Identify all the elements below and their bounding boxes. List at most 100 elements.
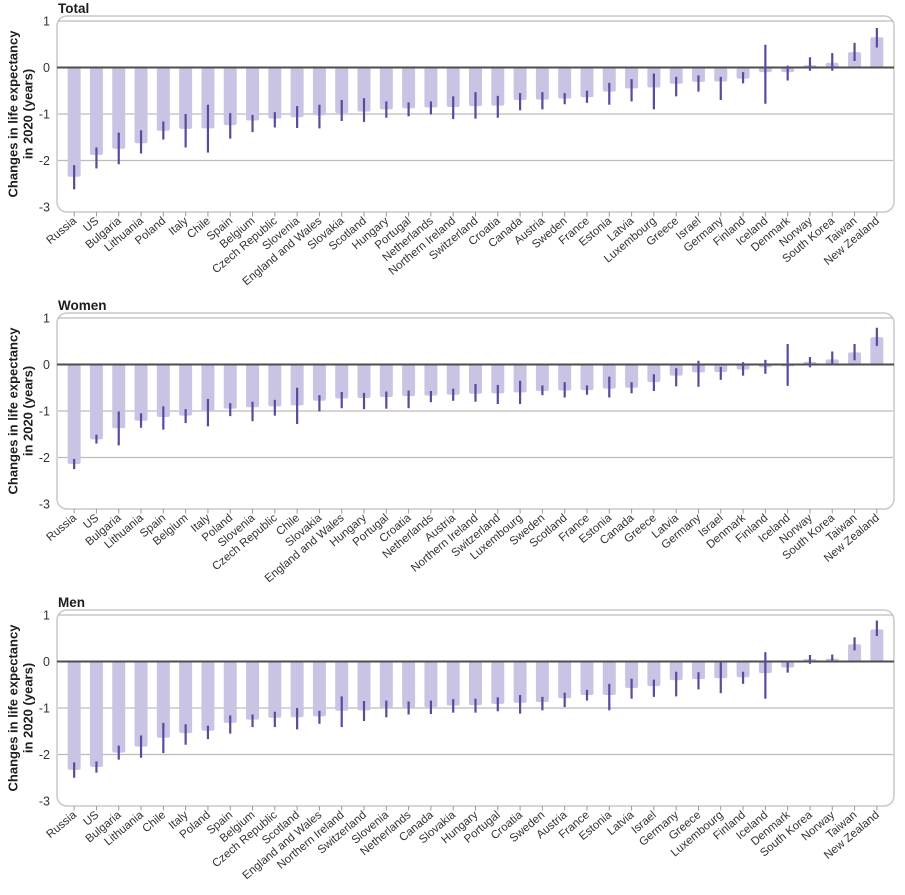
- bar-Lithuania: [134, 661, 148, 747]
- bar-Russia: [67, 67, 81, 177]
- x-label-Chile: Chile: [140, 809, 168, 835]
- bar-Sweden: [535, 661, 549, 702]
- chart-section-men: Men Changes in life expectancy in 2020 (…: [0, 594, 905, 891]
- bar-Scotland: [558, 364, 572, 391]
- bar-Slovakia: [446, 661, 460, 706]
- y-tick-label: -3: [39, 795, 50, 809]
- bar-Northern Ireland: [335, 661, 349, 711]
- y-tick-label: -2: [39, 154, 50, 168]
- chart-title-total: Total: [58, 1, 90, 16]
- y-axis-label-line1: Changes in life expectancy: [5, 327, 21, 495]
- y-tick-label: 1: [43, 15, 50, 29]
- bar-Spain: [223, 661, 237, 723]
- bar-Italy: [201, 364, 215, 411]
- x-label-Russia: Russia: [44, 215, 79, 247]
- bar-Belgium: [179, 364, 193, 416]
- bar-Netherlands: [402, 661, 416, 708]
- bar-Israel: [647, 661, 661, 687]
- bar-Latvia: [625, 67, 639, 89]
- bar-Germany: [669, 661, 683, 681]
- bar-Spain: [223, 67, 237, 126]
- bar-Lithuania: [134, 364, 148, 421]
- bar-Croatia: [513, 661, 527, 703]
- bar-Spain: [156, 364, 170, 418]
- y-axis-label-line1: Changes in life expectancy: [5, 30, 21, 198]
- bar-Slovenia: [246, 364, 260, 408]
- bar-Poland: [156, 67, 170, 131]
- bar-Hungary: [469, 661, 482, 706]
- bar-Canada: [424, 661, 438, 708]
- bar-Russia: [67, 364, 81, 465]
- y-tick-label: -2: [39, 748, 50, 762]
- bar-Scotland: [357, 67, 371, 112]
- bar-US: [89, 661, 103, 768]
- bar-Finland: [736, 661, 750, 678]
- bar-Belgium: [246, 67, 260, 121]
- y-axis-label-women: Changes in life expectancy in 2020 (year…: [0, 313, 42, 509]
- bar-Germany: [714, 67, 728, 82]
- y-tick-label: 1: [43, 609, 50, 623]
- bar-Switzerland: [469, 67, 482, 107]
- bar-England and Wales: [335, 364, 349, 399]
- bar-Czech Republic: [268, 661, 282, 718]
- bar-Greece: [669, 67, 683, 84]
- bar-Israel: [691, 67, 705, 82]
- bar-England and Wales: [312, 661, 326, 717]
- y-tick-label: -1: [39, 108, 50, 122]
- bar-England and Wales: [312, 67, 326, 116]
- chart-section-women: Women Changes in life expectancy in 2020…: [0, 297, 905, 594]
- x-label-Russia: Russia: [44, 809, 79, 841]
- bar-Czech Republic: [268, 364, 282, 407]
- y-axis-label-line2: in 2020 (years): [21, 365, 36, 457]
- y-axis-label-line2: in 2020 (years): [21, 68, 36, 160]
- bar-Scotland: [290, 661, 304, 718]
- y-axis-label-line2: in 2020 (years): [21, 662, 36, 754]
- bar-Portugal: [379, 364, 393, 398]
- bar-Northern Ireland: [469, 364, 482, 394]
- bar-France: [580, 364, 594, 391]
- y-tick-label: -1: [39, 405, 50, 419]
- bar-Hungary: [379, 67, 393, 110]
- bar-Taiwan: [848, 644, 862, 662]
- bar-Portugal: [491, 661, 505, 704]
- bar-New Zealand: [870, 629, 884, 662]
- y-axis-label-text: Changes in life expectancy in 2020 (year…: [6, 31, 37, 198]
- bar-Northern Ireland: [446, 67, 460, 108]
- bar-Estonia: [602, 67, 616, 92]
- bar-Czech Republic: [268, 67, 282, 119]
- chart-title-men: Men: [58, 595, 85, 610]
- bar-Canada: [513, 67, 527, 101]
- bar-Chile: [201, 67, 215, 129]
- y-axis-label-men: Changes in life expectancy in 2020 (year…: [0, 610, 42, 806]
- bar-Croatia: [491, 67, 505, 106]
- bar-Netherlands: [424, 67, 438, 108]
- bar-Hungary: [357, 364, 371, 398]
- bar-Switzerland: [491, 364, 505, 394]
- y-tick-label: -2: [39, 451, 50, 465]
- bar-Bulgaria: [112, 364, 126, 429]
- bar-Slovenia: [290, 67, 304, 118]
- bar-Italy: [179, 661, 193, 734]
- y-axis-label-line1: Changes in life expectancy: [5, 624, 21, 792]
- bar-Austria: [535, 67, 549, 100]
- bar-Slovenia: [379, 661, 393, 708]
- bar-New Zealand: [870, 337, 884, 365]
- bar-Bulgaria: [112, 661, 126, 753]
- x-label-Russia: Russia: [44, 512, 79, 544]
- y-tick-label: 0: [43, 655, 50, 669]
- chart-title-women: Women: [58, 298, 107, 313]
- y-tick-label: 0: [43, 358, 50, 372]
- bar-Belgium: [246, 661, 260, 720]
- y-axis-label-total: Changes in life expectancy in 2020 (year…: [0, 16, 42, 212]
- y-tick-label: 1: [43, 312, 50, 326]
- bar-Chile: [290, 364, 304, 406]
- bar-Canada: [625, 364, 639, 388]
- bar-Sweden: [535, 364, 549, 392]
- bar-US: [89, 67, 103, 155]
- bar-Netherlands: [424, 364, 438, 396]
- bar-Greece: [691, 661, 705, 680]
- bar-Latvia: [625, 661, 639, 689]
